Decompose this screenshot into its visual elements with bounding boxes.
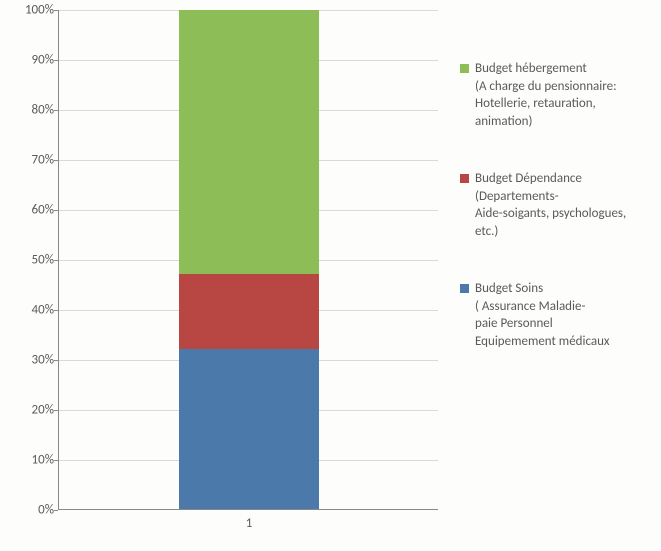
legend-label: Budget Soins( Assurance Maladie-paie Per… (475, 280, 610, 350)
y-tick-label: 60% (10, 203, 54, 218)
y-tick-mark (54, 110, 58, 111)
legend-swatch (460, 64, 469, 73)
y-tick-label: 80% (10, 103, 54, 118)
legend-swatch (460, 174, 469, 183)
y-tick-label: 40% (10, 303, 54, 318)
bar (179, 10, 319, 509)
y-tick-mark (54, 510, 58, 511)
y-tick-label: 50% (10, 253, 54, 268)
y-tick-mark (54, 210, 58, 211)
legend-item-soins: Budget Soins( Assurance Maladie-paie Per… (460, 280, 650, 350)
stacked-bar-chart: 1 0%10%20%30%40%50%60%70%80%90%100% (10, 10, 450, 540)
legend: Budget hébergement(A charge du pensionna… (460, 60, 650, 391)
y-tick-mark (54, 310, 58, 311)
y-tick-label: 10% (10, 453, 54, 468)
y-tick-mark (54, 410, 58, 411)
bar-segment-dependance (179, 274, 319, 349)
legend-swatch (460, 284, 469, 293)
y-tick-mark (54, 160, 58, 161)
y-tick-label: 30% (10, 353, 54, 368)
x-category-label: 1 (179, 516, 319, 531)
y-tick-label: 70% (10, 153, 54, 168)
legend-label: Budget hébergement(A charge du pensionna… (475, 60, 650, 130)
y-tick-mark (54, 60, 58, 61)
y-tick-label: 100% (10, 3, 54, 18)
bar-segment-soins (179, 349, 319, 509)
y-tick-label: 20% (10, 403, 54, 418)
y-tick-mark (54, 10, 58, 11)
legend-item-dependance: Budget Dépendance (Departements-Aide-soi… (460, 170, 650, 240)
bar-segment-hebergement (179, 10, 319, 274)
y-tick-label: 0% (10, 503, 54, 518)
plot-area: 1 (58, 10, 438, 510)
legend-item-hebergement: Budget hébergement(A charge du pensionna… (460, 60, 650, 130)
y-tick-mark (54, 360, 58, 361)
legend-label: Budget Dépendance (Departements-Aide-soi… (475, 170, 650, 240)
y-tick-label: 90% (10, 53, 54, 68)
y-tick-mark (54, 260, 58, 261)
y-tick-mark (54, 460, 58, 461)
